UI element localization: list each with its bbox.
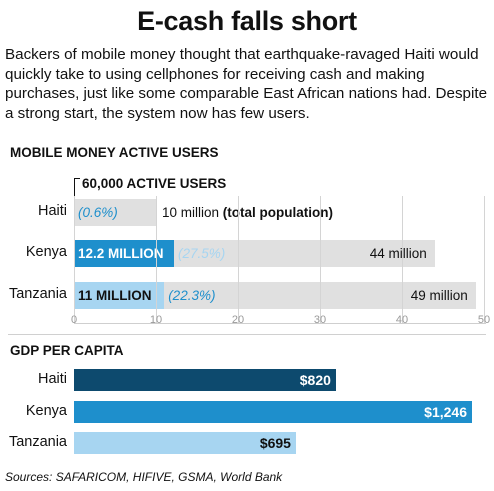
chart-title: E-cash falls short xyxy=(137,6,357,36)
x-gridline xyxy=(320,196,321,323)
x-axis xyxy=(74,323,486,324)
population-bar xyxy=(74,199,156,226)
active-users-bar xyxy=(74,240,175,267)
mm-row-label: Kenya xyxy=(25,244,67,260)
mm-row-label: Tanzania xyxy=(8,286,67,302)
callout-label: 60,000 ACTIVE USERS xyxy=(82,176,227,191)
mm-row-label: Haiti xyxy=(37,203,67,219)
x-tick-label: 20 xyxy=(231,314,245,326)
population-value: 10 million xyxy=(162,204,223,220)
population-label: 49 million xyxy=(410,287,468,303)
active-users-label: 12.2 MILLION xyxy=(78,245,164,261)
gdp-value-label: $1,246 xyxy=(424,404,467,420)
gdp-heading: GDP PER CAPITA xyxy=(10,343,124,358)
x-gridline xyxy=(74,196,75,323)
gdp-value-label: $820 xyxy=(299,372,331,388)
population-label: 10 million (total population) xyxy=(162,204,333,222)
section-divider xyxy=(8,334,486,335)
population-note: (total population) xyxy=(222,204,334,220)
gdp-bar: $1,246 xyxy=(74,401,472,423)
x-gridline xyxy=(484,196,485,323)
intro-text: Backers of mobile money thought that ear… xyxy=(5,46,488,122)
gdp-bar: $695 xyxy=(74,432,296,454)
x-gridline xyxy=(402,196,403,323)
active-users-label: 11 MILLION xyxy=(78,287,152,303)
percent-label: (27.5%) xyxy=(178,245,226,261)
gdp-bar: $820 xyxy=(74,369,336,391)
x-gridline xyxy=(238,196,239,323)
callout-line xyxy=(74,178,75,199)
active-users-bar xyxy=(74,282,165,309)
population-label: 44 million xyxy=(369,245,427,261)
gdp-row-label: Tanzania xyxy=(8,434,67,450)
x-tick-label: 0 xyxy=(70,314,78,326)
callout-tick xyxy=(74,178,80,179)
gdp-value-label: $695 xyxy=(259,435,291,451)
mobile-money-heading: MOBILE MONEY ACTIVE USERS xyxy=(10,145,219,160)
x-tick-label: 40 xyxy=(395,314,409,326)
percent-label: (0.6%) xyxy=(78,204,118,220)
x-tick-label: 10 xyxy=(149,314,163,326)
percent-label: (22.3%) xyxy=(168,287,216,303)
x-gridline xyxy=(156,196,157,323)
gdp-row-label: Haiti xyxy=(37,371,67,387)
gdp-row-label: Kenya xyxy=(25,403,67,419)
source-note: Sources: SAFARICOM, HIFIVE, GSMA, World … xyxy=(5,470,283,484)
x-tick-label: 30 xyxy=(313,314,327,326)
x-tick-label: 50 xyxy=(477,314,491,326)
